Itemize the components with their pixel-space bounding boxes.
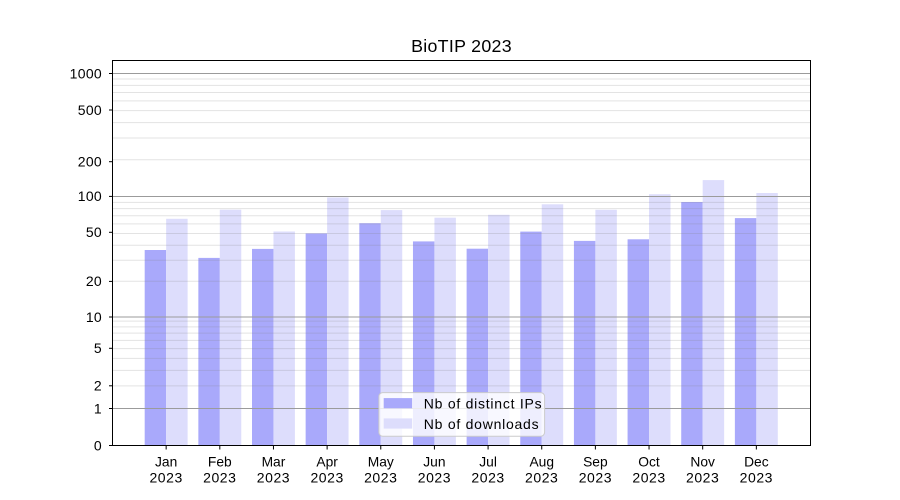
svg-text:Jun: Jun bbox=[423, 455, 445, 470]
svg-text:Jul: Jul bbox=[479, 455, 497, 470]
svg-text:5: 5 bbox=[94, 340, 102, 356]
svg-text:Jan: Jan bbox=[155, 455, 177, 470]
svg-text:2023: 2023 bbox=[632, 470, 665, 486]
svg-text:20: 20 bbox=[86, 273, 102, 289]
svg-text:10: 10 bbox=[86, 309, 102, 325]
svg-text:2023: 2023 bbox=[418, 470, 451, 486]
svg-text:2023: 2023 bbox=[525, 470, 558, 486]
svg-text:Nov: Nov bbox=[690, 455, 715, 470]
svg-text:Oct: Oct bbox=[638, 455, 660, 470]
svg-text:Aug: Aug bbox=[529, 455, 554, 470]
svg-text:100: 100 bbox=[78, 188, 102, 204]
svg-text:1: 1 bbox=[94, 400, 102, 416]
svg-text:Nb of distinct IPs: Nb of distinct IPs bbox=[424, 396, 543, 412]
svg-text:2023: 2023 bbox=[149, 470, 182, 486]
svg-text:2023: 2023 bbox=[686, 470, 719, 486]
svg-text:2023: 2023 bbox=[203, 470, 236, 486]
svg-text:50: 50 bbox=[86, 224, 102, 240]
svg-text:Sep: Sep bbox=[583, 455, 608, 470]
svg-text:BioTIP 2023: BioTIP 2023 bbox=[411, 36, 512, 56]
svg-text:Dec: Dec bbox=[744, 455, 769, 470]
svg-text:Apr: Apr bbox=[316, 455, 338, 470]
svg-text:1000: 1000 bbox=[70, 65, 102, 81]
svg-text:0: 0 bbox=[94, 437, 102, 453]
svg-text:500: 500 bbox=[78, 102, 102, 118]
svg-text:2023: 2023 bbox=[310, 470, 343, 486]
svg-text:2023: 2023 bbox=[257, 470, 290, 486]
svg-text:2023: 2023 bbox=[740, 470, 773, 486]
svg-text:2: 2 bbox=[94, 378, 102, 394]
svg-text:2023: 2023 bbox=[579, 470, 612, 486]
svg-text:2023: 2023 bbox=[471, 470, 504, 486]
svg-text:Feb: Feb bbox=[208, 455, 232, 470]
svg-text:200: 200 bbox=[78, 154, 102, 170]
svg-text:Mar: Mar bbox=[262, 455, 286, 470]
svg-text:2023: 2023 bbox=[364, 470, 397, 486]
svg-text:May: May bbox=[368, 455, 394, 470]
svg-text:Nb of downloads: Nb of downloads bbox=[424, 416, 540, 432]
